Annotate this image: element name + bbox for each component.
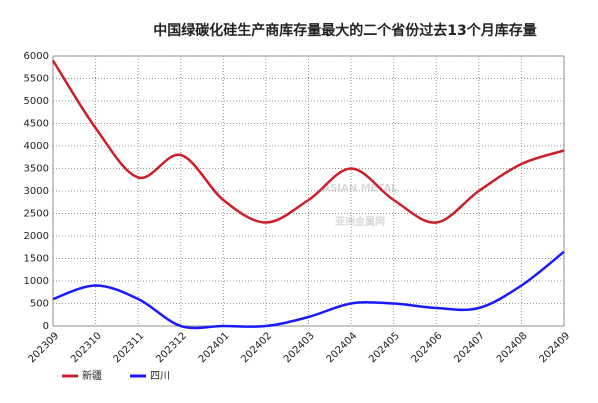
y-tick-label: 4000: [24, 141, 49, 152]
x-tick-label: 202311: [112, 330, 147, 365]
line: [51, 59, 565, 224]
x-tick-label: 202403: [282, 330, 317, 365]
y-tick-label: 5000: [24, 96, 49, 107]
x-tick-label: 202401: [197, 330, 232, 365]
x-tick-label: 202409: [537, 330, 572, 365]
x-tick-label: 202405: [367, 330, 402, 365]
y-tick-label: 4500: [24, 119, 49, 130]
y-tick-label: 2500: [24, 209, 49, 220]
x-tick-label: 202408: [495, 330, 530, 365]
x-tick-label: 202309: [26, 330, 61, 365]
legend-label: 新疆: [82, 369, 102, 382]
x-tick-label: 202404: [325, 330, 360, 365]
y-tick-label: 500: [30, 299, 49, 310]
x-tick-label: 202310: [69, 330, 104, 365]
x-tick-label: 202402: [239, 330, 274, 365]
y-tick-label: 3500: [24, 164, 49, 175]
y-tick-label: 2000: [24, 231, 49, 242]
y-tick-label: 3000: [24, 186, 49, 197]
y-tick-label: 1500: [24, 254, 49, 265]
watermark: ASIAN METAL: [322, 183, 398, 194]
x-tick-label: 202407: [452, 330, 487, 365]
y-tick-label: 6000: [24, 51, 49, 62]
y-tick-label: 1000: [24, 276, 49, 287]
y-tick-label: 5500: [24, 74, 49, 85]
legend-label: 四川: [150, 371, 170, 382]
chart-title: 中国绿碳化硅生产商库存量最大的二个省份过去13个月库存量: [153, 22, 536, 39]
watermark: 亚洲金属网: [335, 215, 385, 228]
y-tick-label: 0: [43, 321, 49, 332]
x-tick-label: 202312: [154, 330, 189, 365]
line: [52, 250, 565, 330]
x-tick-label: 202406: [410, 330, 445, 365]
